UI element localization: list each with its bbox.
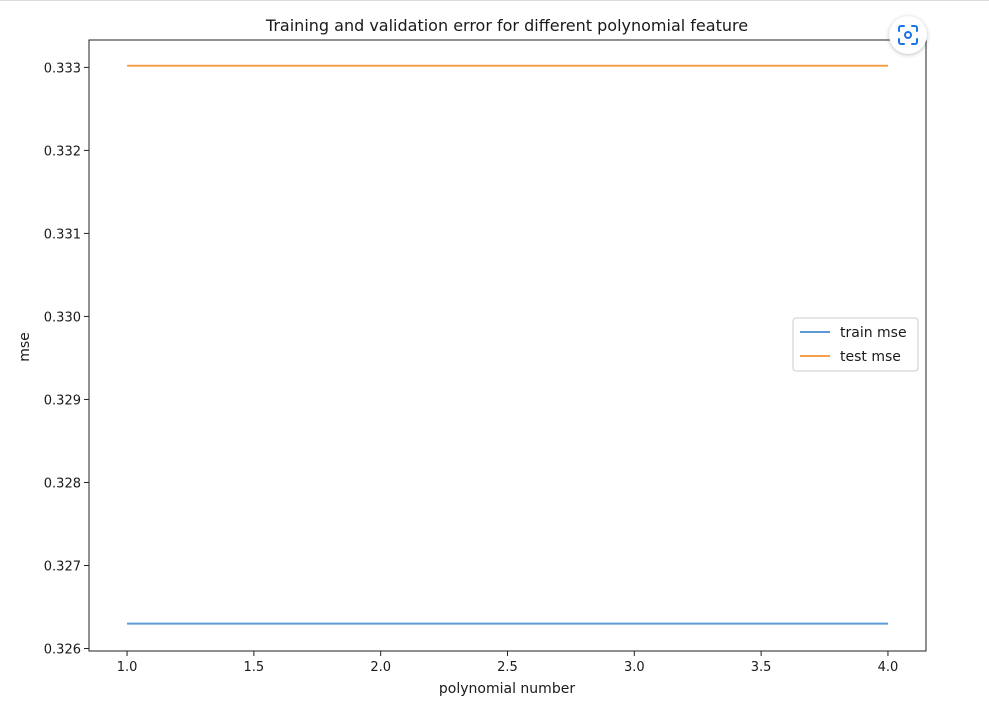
lens-scan-button[interactable] xyxy=(889,16,927,54)
lens-scan-icon xyxy=(898,25,918,45)
x-axis-label: polynomial number xyxy=(439,681,575,697)
y-tick-label: 0.327 xyxy=(44,559,81,574)
x-tick-label: 4.0 xyxy=(878,660,899,675)
legend-label-train: train mse xyxy=(840,325,907,341)
legend: train mse test mse xyxy=(792,317,919,372)
x-tick-label: 2.0 xyxy=(370,660,391,675)
series-layer xyxy=(127,64,888,625)
y-tick-label: 0.328 xyxy=(44,476,81,491)
y-tick-label: 0.326 xyxy=(44,643,81,658)
x-tick-label: 2.5 xyxy=(497,660,518,675)
y-axis-ticks: 0.326 0.327 0.328 0.329 0.330 0.331 0.332 0.333 xyxy=(44,61,89,658)
y-tick-label: 0.333 xyxy=(44,61,81,76)
x-tick-label: 1.5 xyxy=(244,660,265,675)
x-tick-label: 1.0 xyxy=(117,660,138,675)
y-axis-label: mse xyxy=(17,332,33,362)
y-tick-label: 0.329 xyxy=(44,393,81,408)
chart-title: Training and validation error for differ… xyxy=(265,16,748,35)
plot-area xyxy=(88,39,927,652)
y-tick-label: 0.331 xyxy=(44,227,81,242)
top-border xyxy=(0,0,989,1)
y-tick-label: 0.332 xyxy=(44,144,81,159)
x-axis-ticks: 1.0 1.5 2.0 2.5 3.0 3.5 4.0 xyxy=(117,651,899,675)
x-tick-label: 3.0 xyxy=(624,660,645,675)
legend-label-test: test mse xyxy=(840,349,901,365)
x-tick-label: 3.5 xyxy=(751,660,772,675)
y-tick-label: 0.330 xyxy=(44,310,81,325)
